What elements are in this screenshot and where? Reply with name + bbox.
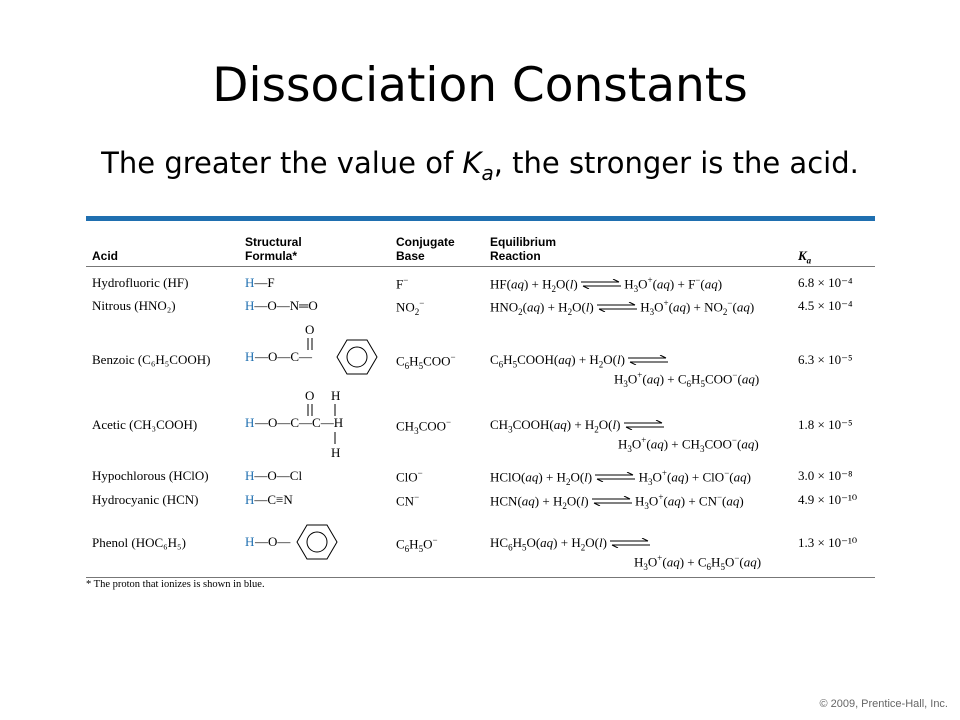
equilibrium-reaction: CH3COOH(aq) + H2O(l) H3O+(aq) + CH3COO−(…: [490, 417, 759, 454]
structural-formula: H —O—: [245, 519, 365, 573]
header-equilibrium-line2: Reaction: [490, 249, 541, 263]
conjugate-base: C6H5COO−: [396, 352, 456, 371]
ka-value: 4.9 × 10⁻¹⁰: [798, 492, 858, 507]
header-ka: Ka: [798, 249, 811, 268]
svg-text:O: O: [305, 322, 314, 337]
equilibrium-arrow-icon: [623, 418, 664, 434]
conjugate-base: CH3COO−: [396, 417, 452, 436]
header-structural-line2: Formula*: [245, 249, 298, 263]
acid-name: Hydrofluoric (HF): [92, 275, 189, 290]
header-conjugate-line1: Conjugate: [396, 235, 455, 249]
conjugate-base: F−: [396, 275, 409, 292]
dissociation-table: Acid Structural Formula* Conjugate Base …: [86, 216, 875, 578]
conjugate-base: ClO−: [396, 468, 423, 485]
equilibrium-reaction: C6H5COOH(aq) + H2O(l) H3O+(aq) + C6H5COO…: [490, 352, 760, 389]
slide-subtitle: The greater the value of Ka, the stronge…: [0, 146, 960, 185]
svg-text:H: H: [245, 534, 254, 549]
conjugate-base: C6H5O−: [396, 535, 438, 554]
conjugate-base: CN−: [396, 492, 420, 509]
equilibrium-reaction: HC6H5O(aq) + H2O(l) H3O+(aq) + C6H5O−(aq…: [490, 535, 762, 572]
structural-formula: H—F: [245, 275, 275, 290]
table-footnote: * The proton that ionizes is shown in bl…: [86, 579, 265, 590]
equilibrium-arrow-icon: [610, 536, 651, 552]
svg-text:—O—C—C—H: —O—C—C—H: [254, 415, 343, 430]
equilibrium-reaction: HF(aq) + H2O(l) H3O+(aq) + F−(aq): [490, 275, 723, 294]
benzoic-structure-icon: H —O—C— O: [245, 322, 378, 375]
equilibrium-reaction: HNO2(aq) + H2O(l) H3O+(aq) + NO2−(aq): [490, 298, 755, 317]
svg-text:—O—: —O—: [254, 534, 291, 549]
acid-name: Phenol (HOC₆H₅): [92, 535, 186, 550]
conjugate-base: NO2−: [396, 298, 425, 317]
acid-name: Hypochlorous (HClO): [92, 468, 209, 483]
svg-text:O: O: [305, 388, 314, 403]
svg-text:—O—C—: —O—C—: [254, 349, 313, 364]
equilibrium-reaction: HClO(aq) + H2O(l) H3O+(aq) + ClO−(aq): [490, 468, 751, 487]
equilibrium-arrow-icon: [597, 300, 638, 316]
equilibrium-arrow-icon: [580, 277, 621, 293]
equilibrium-reaction: HCN(aq) + H2O(l) H3O+(aq) + CN−(aq): [490, 492, 744, 511]
acid-name: Benzoic (C₆H₅COOH): [92, 352, 211, 367]
svg-text:H: H: [331, 445, 340, 460]
copyright-notice: © 2009, Prentice-Hall, Inc.: [819, 698, 948, 710]
header-equilibrium-line1: Equilibrium: [490, 235, 556, 249]
acid-name: Acetic (CH₃COOH): [92, 417, 198, 432]
equilibrium-arrow-icon: [628, 353, 669, 369]
header-ka-subscript: a: [806, 255, 812, 266]
table-row: Phenol (HOC₆H₅) H —O— C6H5O− HC6H5O(aq) …: [86, 519, 875, 575]
subtitle-ka-symbol: K: [462, 146, 482, 180]
table-row: Acetic (CH₃COOH) O H H —O—C—C—H H CH3COO…: [86, 387, 875, 463]
structural-formula: O H H —O—C—C—H H: [245, 387, 385, 467]
svg-text:H: H: [245, 415, 254, 430]
structural-formula: H—C≡N: [245, 492, 293, 507]
ka-value: 6.3 × 10⁻⁵: [798, 352, 853, 367]
structural-formula: H —O—C— O: [245, 321, 385, 385]
ka-value: 1.8 × 10⁻⁵: [798, 417, 853, 432]
svg-text:H: H: [331, 388, 340, 403]
phenol-structure-icon: H —O—: [245, 524, 338, 560]
header-acid: Acid: [92, 249, 119, 263]
ka-value: 1.3 × 10⁻¹⁰: [798, 535, 858, 550]
structural-formula: H—O—N═O: [245, 298, 318, 313]
subtitle-ka-subscript: a: [481, 160, 494, 185]
subtitle-text-end: , the stronger is the acid.: [493, 146, 859, 180]
header-divider: [86, 266, 875, 267]
header-conjugate-base: Conjugate Base: [396, 235, 455, 263]
ka-value: 4.5 × 10⁻⁴: [798, 298, 853, 313]
acetic-structure-icon: O H H —O—C—C—H H: [245, 388, 343, 460]
acid-name: Nitrous (HNO₂): [92, 298, 176, 313]
svg-text:H: H: [245, 349, 254, 364]
structural-formula: H—O—Cl: [245, 468, 303, 483]
header-conjugate-line2: Base: [396, 249, 425, 263]
acid-name: Hydrocyanic (HCN): [92, 492, 199, 507]
header-structural-line1: Structural: [245, 235, 302, 249]
equilibrium-arrow-icon: [591, 494, 632, 510]
header-structural: Structural Formula*: [245, 235, 302, 263]
header-equilibrium: Equilibrium Reaction: [490, 235, 556, 263]
subtitle-text-start: The greater the value of: [101, 146, 463, 180]
ka-value: 6.8 × 10⁻⁴: [798, 275, 853, 290]
table-row: Benzoic (C₆H₅COOH) H —O—C— O C6H5COO− C6…: [86, 321, 875, 389]
header-ka-symbol: K: [798, 248, 807, 263]
slide-title: Dissociation Constants: [212, 58, 748, 113]
equilibrium-arrow-icon: [595, 470, 636, 486]
ka-value: 3.0 × 10⁻⁸: [798, 468, 853, 483]
